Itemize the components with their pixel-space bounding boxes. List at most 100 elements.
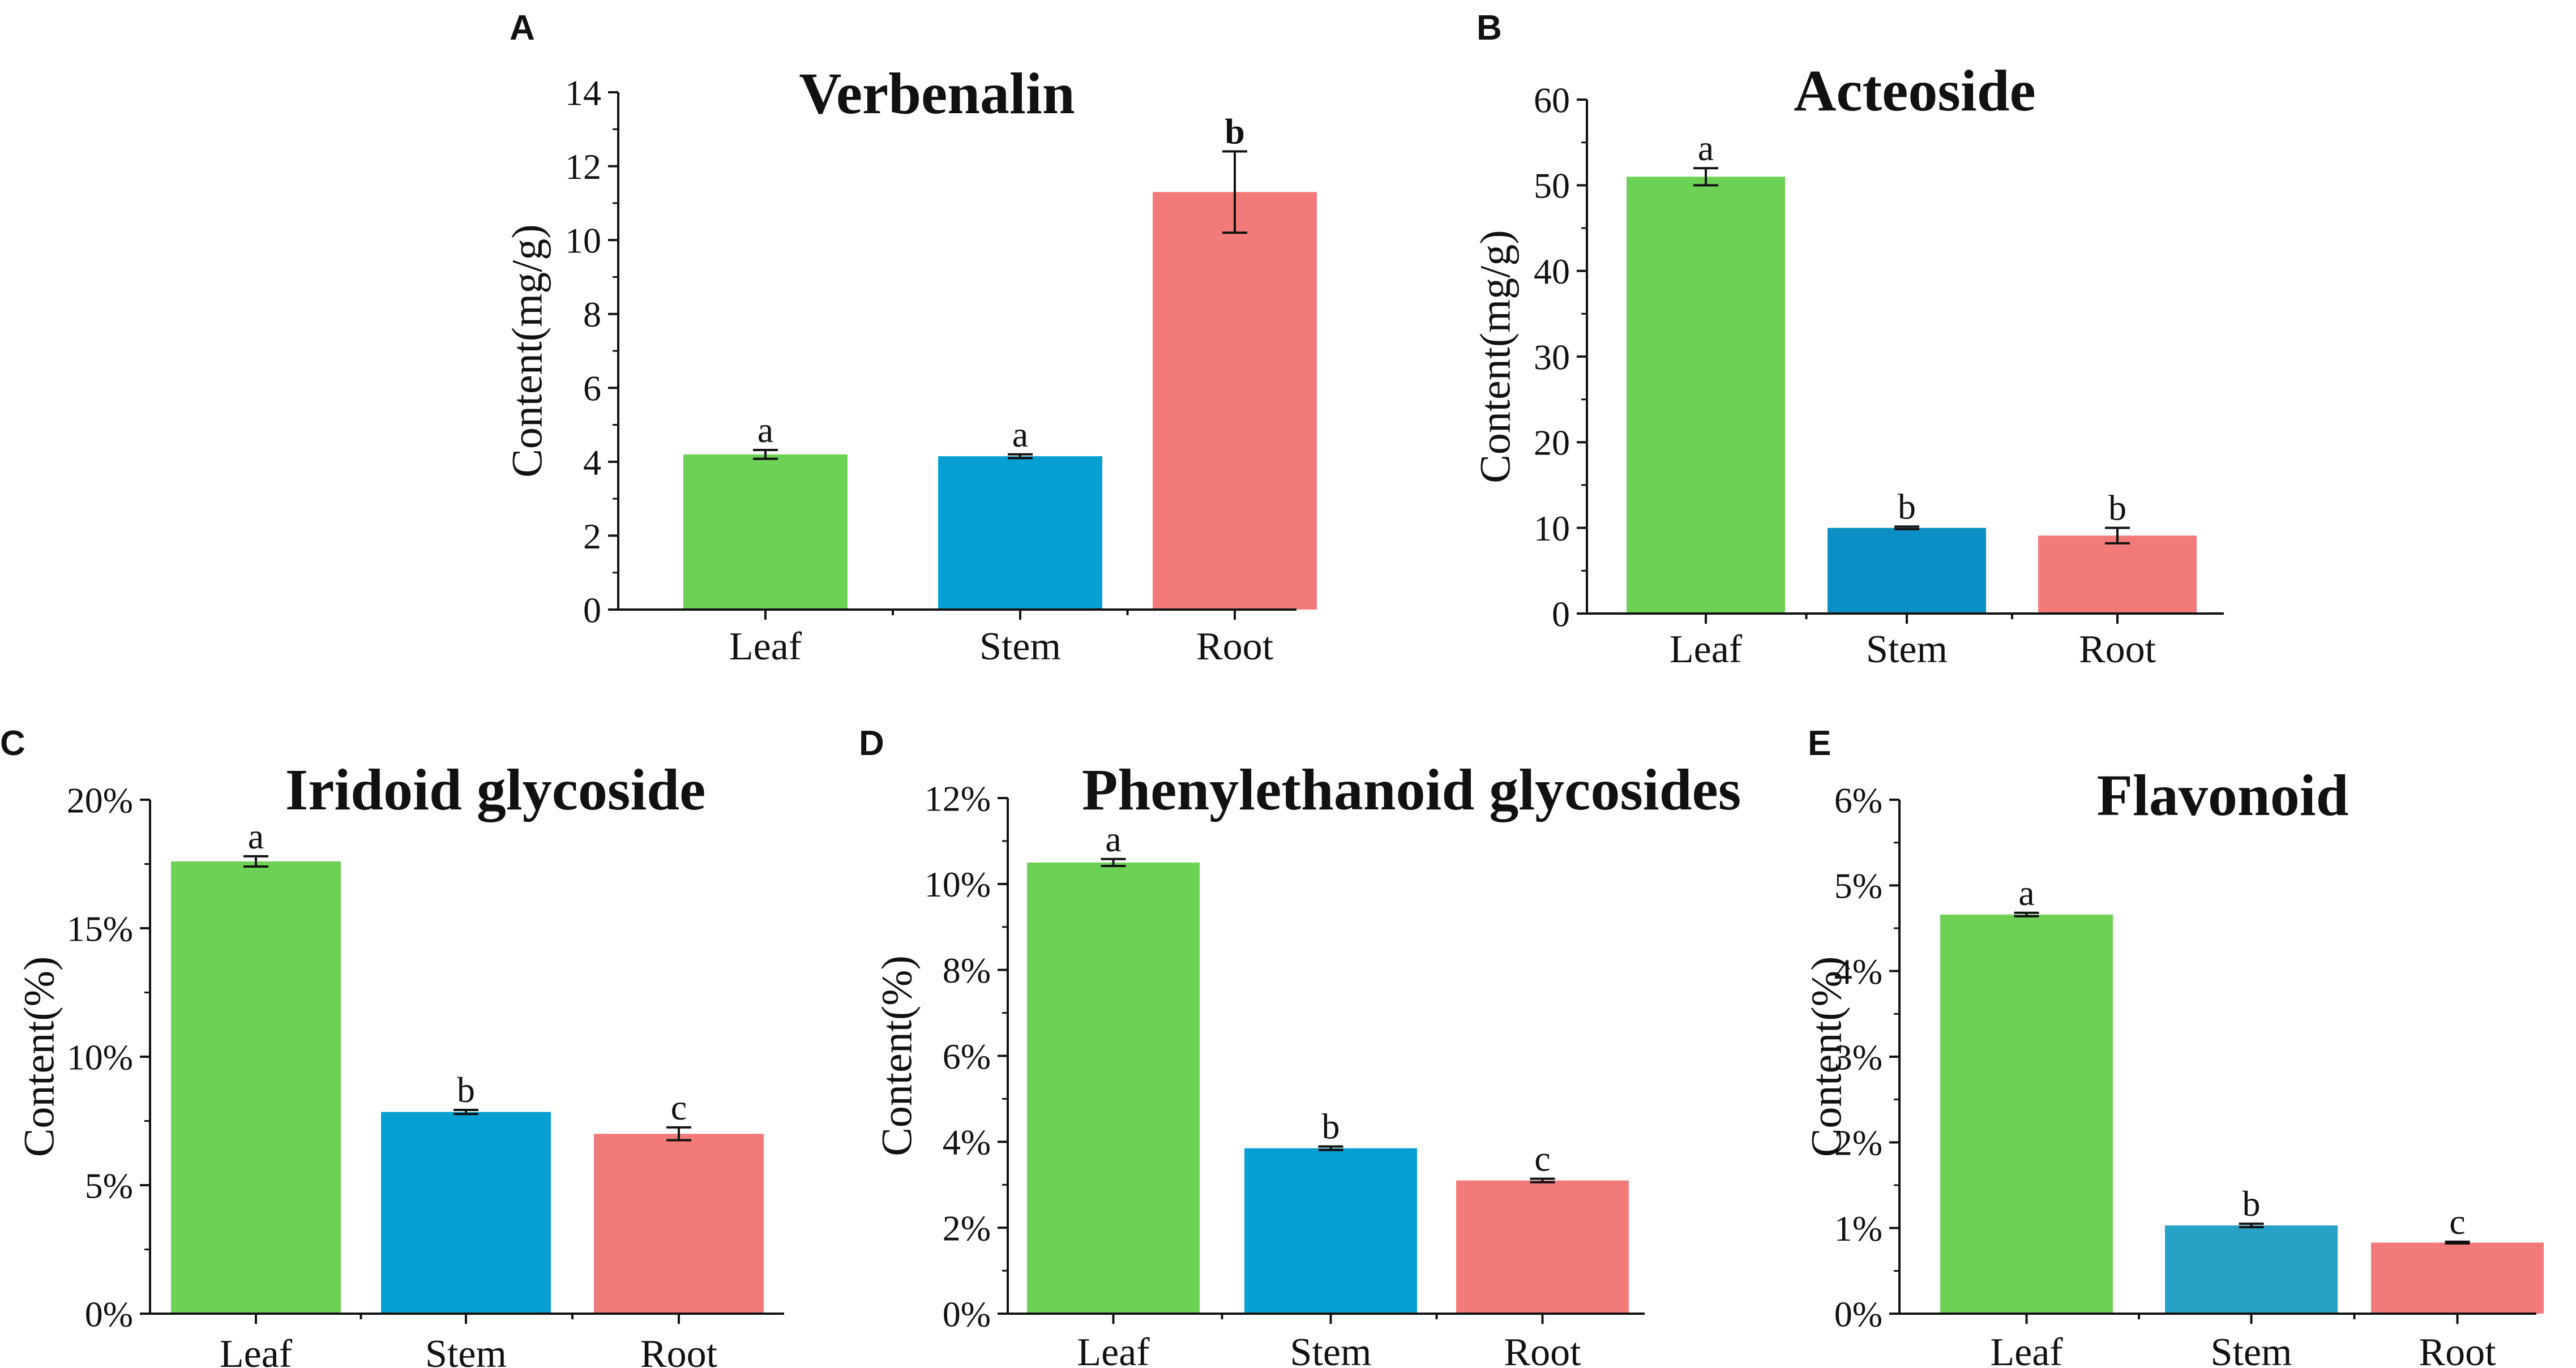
panel-b-y-tick-label: 40 — [1534, 251, 1570, 291]
panel-b-error-bar-root — [2105, 526, 2130, 544]
panel-e-title: Flavonoid — [2097, 763, 2349, 828]
panel-d-error-bar-leaf — [1101, 857, 1126, 867]
panel-a-y-tick-label: 6 — [583, 368, 601, 409]
panel-a-bar-stem — [938, 456, 1102, 610]
panel-e-bar-leaf — [1940, 914, 2113, 1314]
panel-e-y-tick-label: 6% — [1834, 780, 1882, 820]
panel-a-significance-letter: a — [1012, 414, 1028, 454]
panel-b-y-tick-label: 30 — [1534, 337, 1570, 377]
panel-d-y-tick-label: 8% — [943, 950, 991, 990]
panel-d-category-label: Root — [1504, 1331, 1581, 1368]
panel-e-error-bar-stem — [2239, 1223, 2264, 1229]
panel-d-y-tick-label: 4% — [943, 1122, 991, 1163]
panel-e-significance-letter: b — [2243, 1183, 2261, 1224]
panel-a-significance-letter: b — [1225, 111, 1245, 151]
panel-a-error-bar-stem — [1008, 453, 1033, 460]
panel-d-significance-letter: b — [1322, 1107, 1340, 1147]
panel-c-error-bar-root — [666, 1126, 691, 1142]
panel-d-significance-letter: a — [1105, 819, 1121, 859]
panel-b-error-bar-stem — [1894, 525, 1919, 530]
panel-b-error-bar-leaf — [1693, 167, 1718, 187]
panel-c-letter: C — [0, 724, 25, 763]
panel-a-error-bar-root — [1222, 150, 1247, 234]
panel-c-significance-letter: b — [457, 1070, 475, 1110]
panel-a-y-tick-label: 14 — [565, 72, 601, 113]
panel-b-title: Acteoside — [1794, 58, 2035, 123]
panel-a-error-bar-leaf — [753, 448, 778, 460]
panel-b-bar-leaf — [1627, 177, 1785, 614]
panel-b-category-label: Leaf — [1670, 628, 1743, 671]
panel-a-significance-letter: a — [758, 410, 773, 450]
panel-d-error-bar-stem — [1318, 1145, 1343, 1151]
panel-c-y-tick-label: 0% — [85, 1294, 133, 1334]
panel-c-y-tick-label: 10% — [67, 1037, 133, 1077]
panel-e-error-bar-root — [2445, 1240, 2470, 1245]
panel-d-y-tick-label: 6% — [943, 1036, 991, 1077]
panel-e-y-tick-label: 1% — [1834, 1208, 1882, 1249]
panel-e-ylabel: Content(%) — [1803, 957, 1851, 1157]
panel-c-y-tick-label: 15% — [67, 908, 133, 949]
panel-c-bar-root — [594, 1134, 764, 1314]
panel-a: A Verbenalin Content(mg/g) a Leaf a Stem b Root 0… — [504, 8, 1317, 668]
panel-c-ylabel: Content(%) — [16, 957, 63, 1157]
panel-a-y-tick-label: 0 — [583, 590, 601, 630]
panel-e-y-tick-label: 5% — [1834, 866, 1882, 906]
panel-e-error-bar-leaf — [2014, 911, 2039, 917]
panel-a-y-tick-label: 2 — [583, 516, 601, 556]
panel-b-category-label: Root — [2079, 628, 2156, 671]
panel-b: B Acteoside Content(mg/g) a Leaf b Stem b Root 0 1… — [1472, 8, 2224, 671]
panel-c-significance-letter: a — [248, 816, 264, 856]
panel-c: C Iridoid glycoside Content(%) a Leaf b Stem c R… — [0, 724, 784, 1368]
panel-e-letter: E — [1808, 724, 1831, 763]
panel-e-y-tick-label: 4% — [1834, 951, 1882, 992]
panel-a-category-label: Leaf — [729, 625, 802, 668]
panel-c-error-bar-leaf — [243, 855, 268, 868]
panel-b-bar-root — [2038, 535, 2197, 614]
panel-a-y-tick-label: 4 — [583, 442, 601, 482]
panel-c-title: Iridoid glycoside — [285, 757, 706, 822]
panel-c-significance-letter: c — [671, 1087, 687, 1127]
panel-a-bar-root — [1153, 192, 1317, 610]
panel-d-y-tick-label: 12% — [925, 778, 991, 818]
panel-b-y-tick-label: 60 — [1534, 80, 1570, 120]
panel-b-y-tick-label: 10 — [1534, 508, 1570, 548]
panel-e-y-tick-label: 0% — [1834, 1294, 1882, 1334]
panel-a-category-label: Stem — [979, 625, 1061, 668]
panel-e-y-tick-label: 3% — [1834, 1037, 1882, 1077]
panel-e-bar-stem — [2165, 1225, 2338, 1314]
panel-c-y-tick-label: 5% — [85, 1165, 133, 1206]
panel-d-bar-leaf — [1027, 862, 1200, 1314]
panel-c-category-label: Stem — [425, 1332, 507, 1368]
panel-b-bar-stem — [1828, 528, 1986, 614]
panel-d-category-label: Leaf — [1077, 1331, 1150, 1368]
panel-d-y-tick-label: 10% — [925, 864, 991, 904]
panel-a-title: Verbenalin — [799, 61, 1075, 126]
panel-e: E Flavonoid Content(%) a Leaf b Stem c Root 0% 1% 2… — [1803, 724, 2544, 1368]
panel-c-bar-leaf — [171, 861, 341, 1314]
panel-d-bar-root — [1456, 1180, 1629, 1314]
panel-d-letter: D — [859, 724, 884, 763]
panel-d: D Phenylethanoid glycosides Content(%) a Lea… — [859, 724, 1741, 1368]
panel-b-y-tick-label: 0 — [1552, 594, 1570, 634]
panel-c-category-label: Root — [640, 1332, 718, 1368]
panel-b-category-label: Stem — [1866, 628, 1948, 671]
panel-e-category-label: Stem — [2211, 1331, 2292, 1368]
panel-a-y-tick-label: 8 — [583, 294, 601, 335]
panel-d-y-tick-label: 2% — [943, 1208, 991, 1249]
panel-b-significance-letter: b — [2108, 488, 2126, 528]
panel-b-significance-letter: b — [1898, 486, 1916, 526]
panel-c-error-bar-stem — [453, 1108, 478, 1116]
panel-a-bar-leaf — [683, 454, 848, 610]
panel-e-significance-letter: c — [2449, 1202, 2465, 1242]
panel-d-significance-letter: c — [1534, 1139, 1550, 1179]
panel-a-letter: A — [510, 8, 535, 48]
panel-b-y-tick-label: 20 — [1534, 423, 1570, 463]
panel-b-letter: B — [1477, 8, 1502, 48]
panel-d-error-bar-root — [1530, 1177, 1555, 1183]
panel-c-bar-stem — [381, 1112, 551, 1314]
panel-e-bar-root — [2371, 1242, 2544, 1314]
panel-d-y-tick-label: 0% — [943, 1294, 991, 1334]
panel-e-category-label: Root — [2419, 1331, 2496, 1368]
panel-e-category-label: Leaf — [1990, 1331, 2063, 1368]
